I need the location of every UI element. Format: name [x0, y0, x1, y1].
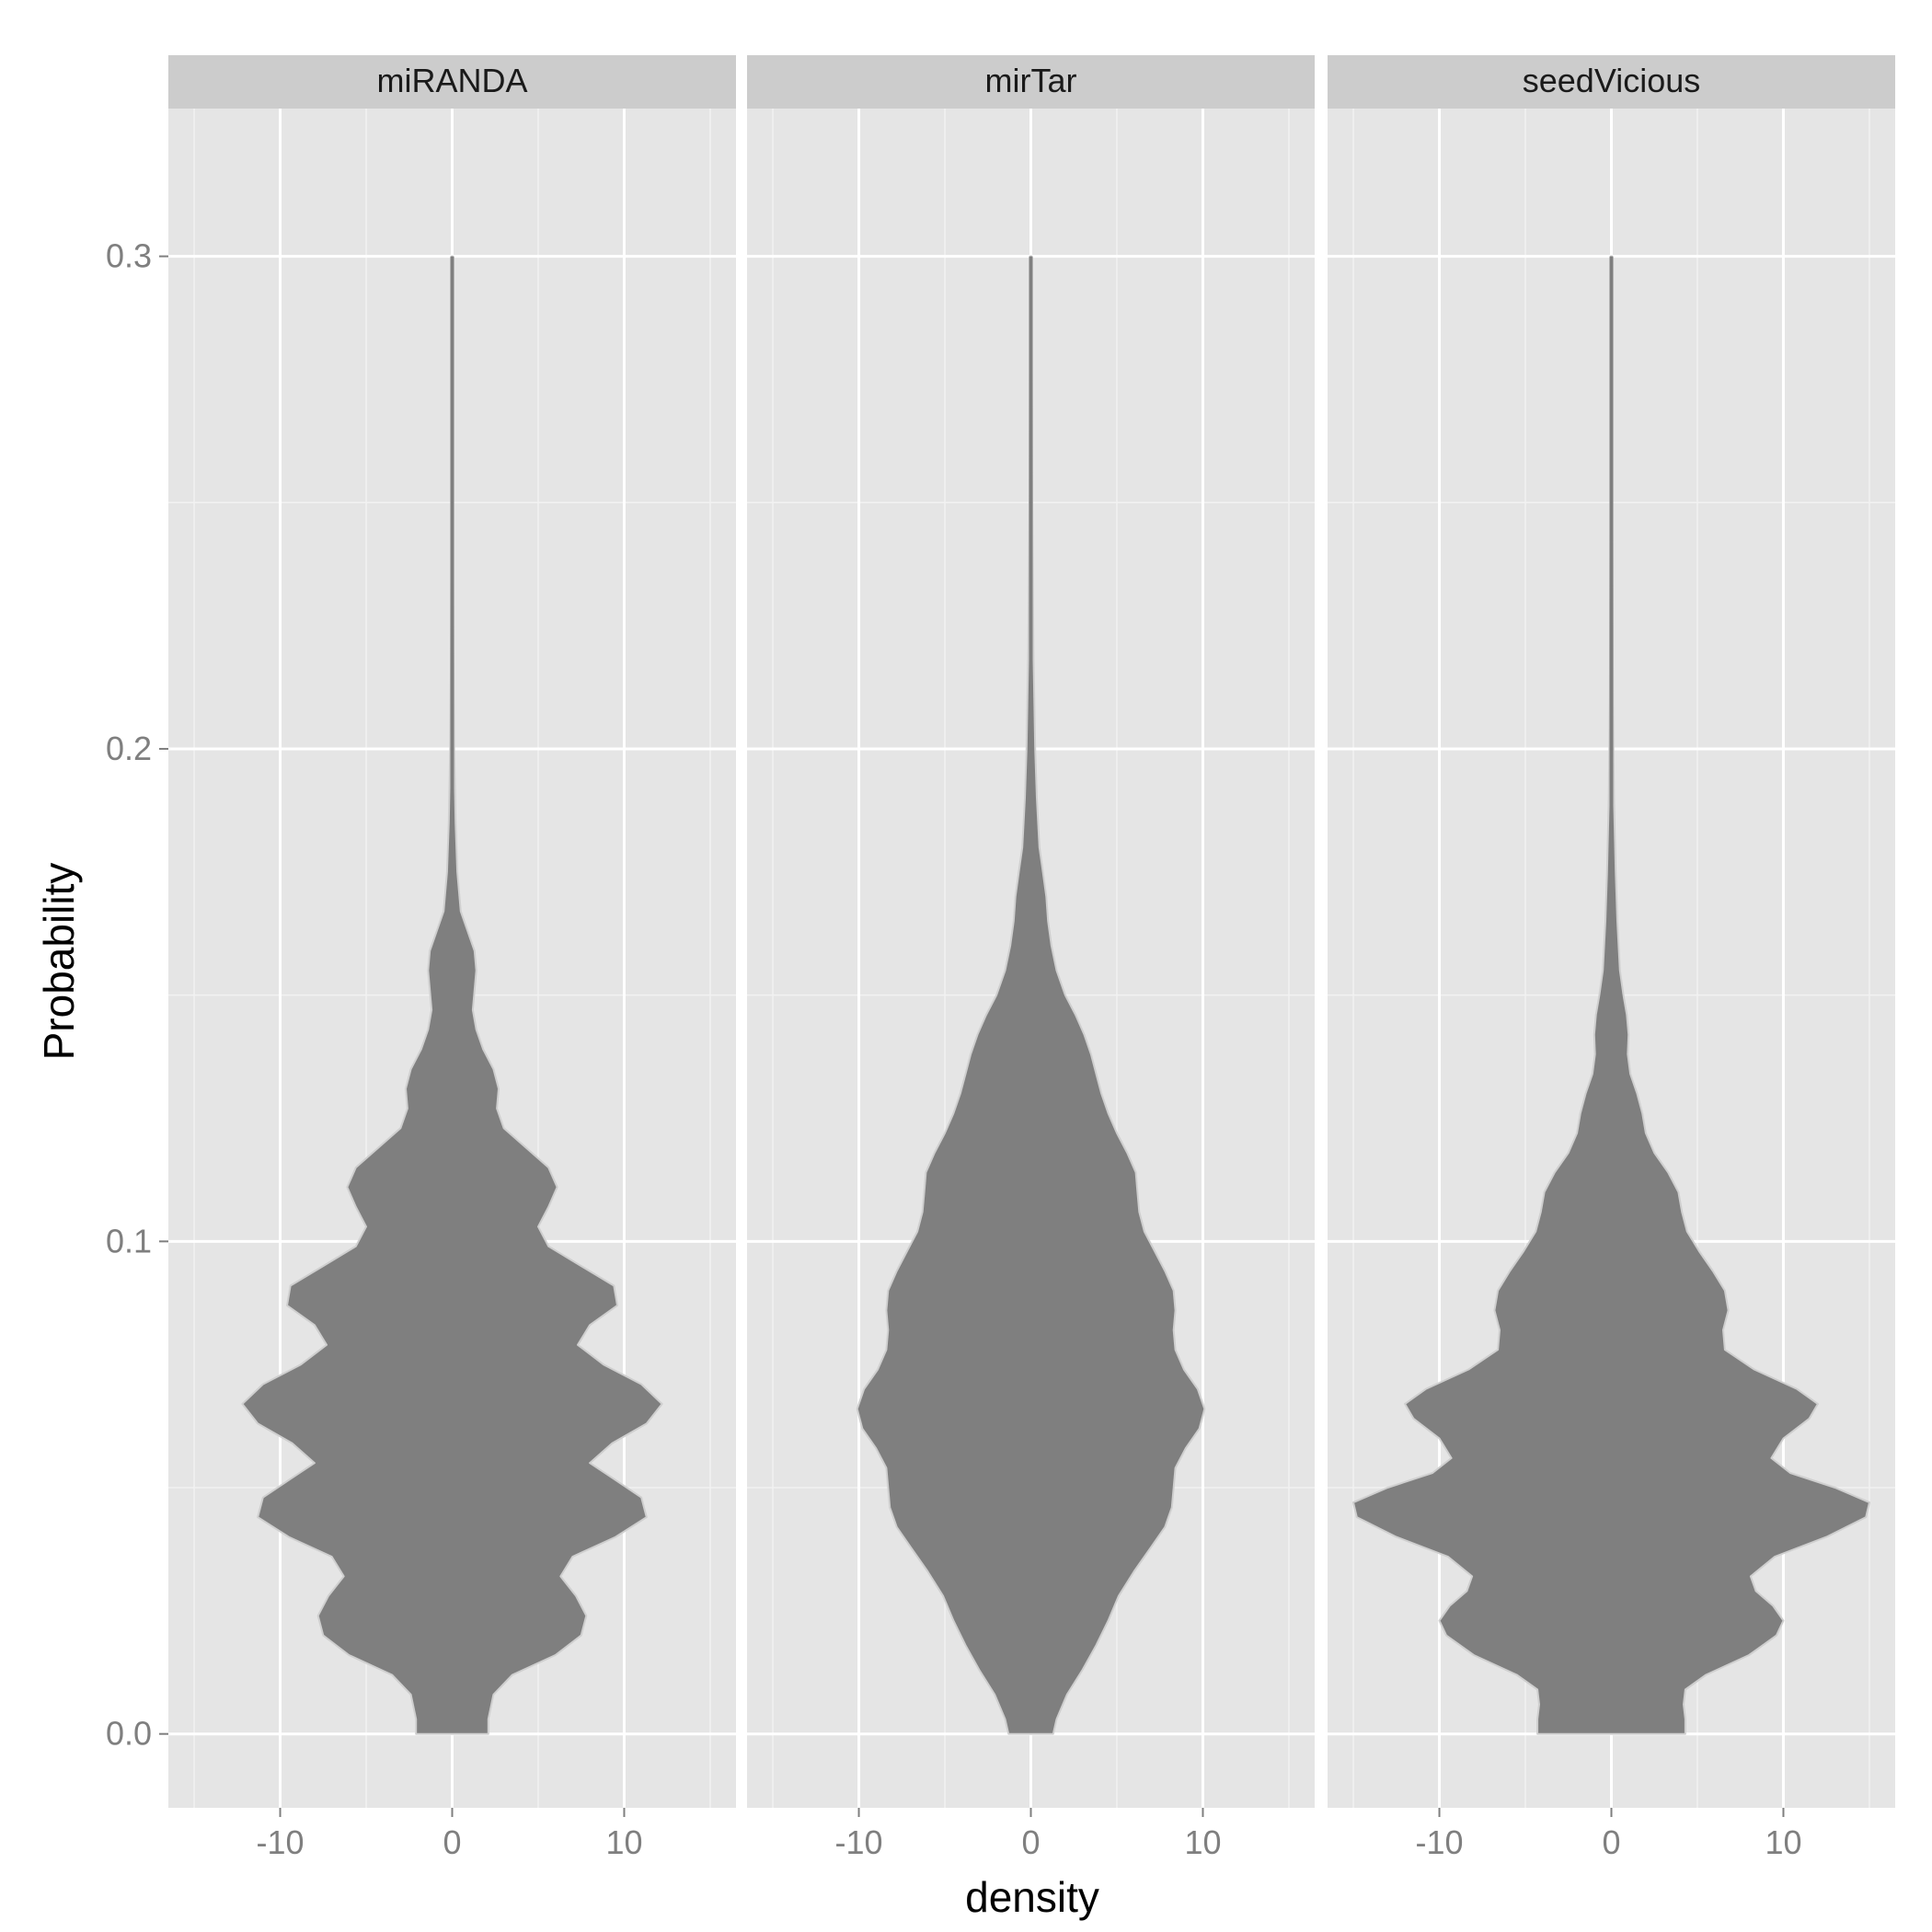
strip-label-seedVicious: seedVicious: [1523, 62, 1700, 99]
y-tick-label: 0.1: [106, 1222, 152, 1259]
strip-background: [747, 55, 1315, 109]
violin-miRANDA: [241, 255, 663, 1735]
strip-label-miRANDA: miRANDA: [376, 62, 527, 99]
strip-background: [1328, 55, 1895, 109]
y-tick-label: 0.0: [106, 1715, 152, 1753]
x-tick-label: 0: [443, 1823, 461, 1861]
violin-seedVicious: [1352, 255, 1870, 1735]
x-axis-title: density: [965, 1873, 1099, 1921]
y-axis-title: Probability: [35, 863, 83, 1061]
x-tick-label: 10: [605, 1823, 642, 1861]
x-tick-label: 0: [1021, 1823, 1040, 1861]
facet-panel-miRANDA: miRANDA: [168, 55, 736, 1808]
x-tick-label: 10: [1184, 1823, 1221, 1861]
y-tick-label: 0.3: [106, 237, 152, 275]
x-tick-label: -10: [835, 1823, 883, 1861]
x-tick-label: 0: [1602, 1823, 1620, 1861]
x-tick-label: -10: [1416, 1823, 1464, 1861]
x-tick-label: 10: [1765, 1823, 1801, 1861]
facet-panel-mirTar: mirTar: [747, 55, 1315, 1808]
y-tick-label: 0.2: [106, 730, 152, 767]
strip-label-mirTar: mirTar: [985, 62, 1077, 99]
strip-background: [168, 55, 736, 109]
violin-mirTar: [856, 255, 1206, 1735]
x-tick-label: -10: [257, 1823, 305, 1861]
facet-panel-seedVicious: seedVicious: [1328, 55, 1895, 1808]
